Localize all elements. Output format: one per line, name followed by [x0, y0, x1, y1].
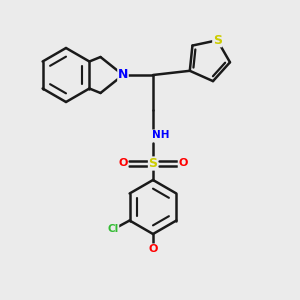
Text: S: S [148, 157, 158, 170]
Text: S: S [213, 34, 222, 47]
Text: N: N [118, 68, 128, 82]
Text: O: O [148, 244, 158, 254]
Text: NH: NH [152, 130, 169, 140]
Text: Cl: Cl [107, 224, 119, 235]
Text: O: O [118, 158, 128, 169]
Text: O: O [178, 158, 188, 169]
